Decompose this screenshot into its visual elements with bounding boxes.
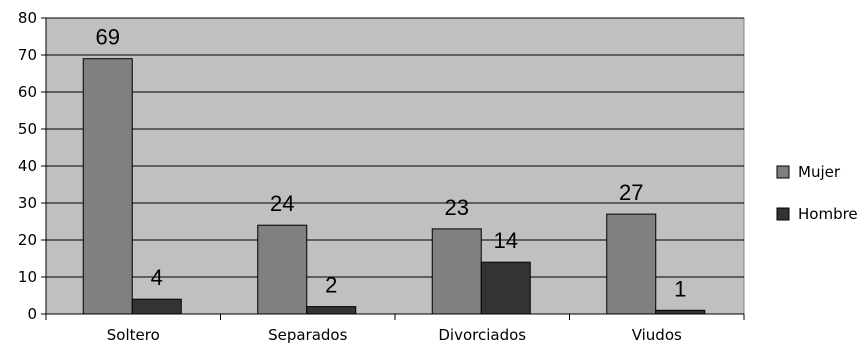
y-tick-label: 80 [18,9,37,27]
data-label: 14 [494,228,518,253]
bar-mujer [431,228,482,315]
legend-label-hombre: Hombre [798,205,858,223]
legend-label-mujer: Mujer [798,163,841,181]
legend-swatch-mujer [776,165,790,179]
data-label: 24 [270,191,294,216]
y-tick-label: 20 [18,231,37,249]
y-tick-label: 30 [18,194,37,212]
bar-mujer [606,213,657,315]
data-label: 23 [445,195,469,220]
bar-mujer [82,58,133,315]
bar-hombre [131,298,182,315]
y-tick-label: 0 [27,305,37,323]
data-labels: 69 4 24 2 23 14 27 1 [96,25,687,302]
bars [82,58,706,315]
x-axis-ticks: Soltero Separados Divorciados Viudos [45,314,745,344]
y-axis-ticks: 0 10 20 30 40 50 60 70 80 [18,9,46,323]
y-tick-label: 40 [18,157,37,175]
bar-hombre [306,306,357,315]
data-label: 27 [619,180,643,205]
data-label: 2 [325,273,337,298]
x-tick-label: Separados [268,326,348,344]
data-label: 69 [96,25,120,50]
bar-hombre [655,309,706,315]
y-tick-label: 50 [18,120,37,138]
x-tick-label: Divorciados [438,326,526,344]
x-tick-label: Soltero [107,326,160,344]
y-tick-label: 60 [18,83,37,101]
legend: Mujer Hombre [776,163,858,223]
y-tick-label: 70 [18,46,37,64]
data-label: 1 [674,276,686,301]
bar-hombre [480,261,531,315]
bar-mujer [257,224,308,315]
legend-swatch-hombre [776,207,790,221]
data-label: 4 [151,265,163,290]
x-tick-label: Viudos [632,326,682,344]
y-tick-label: 10 [18,268,37,286]
